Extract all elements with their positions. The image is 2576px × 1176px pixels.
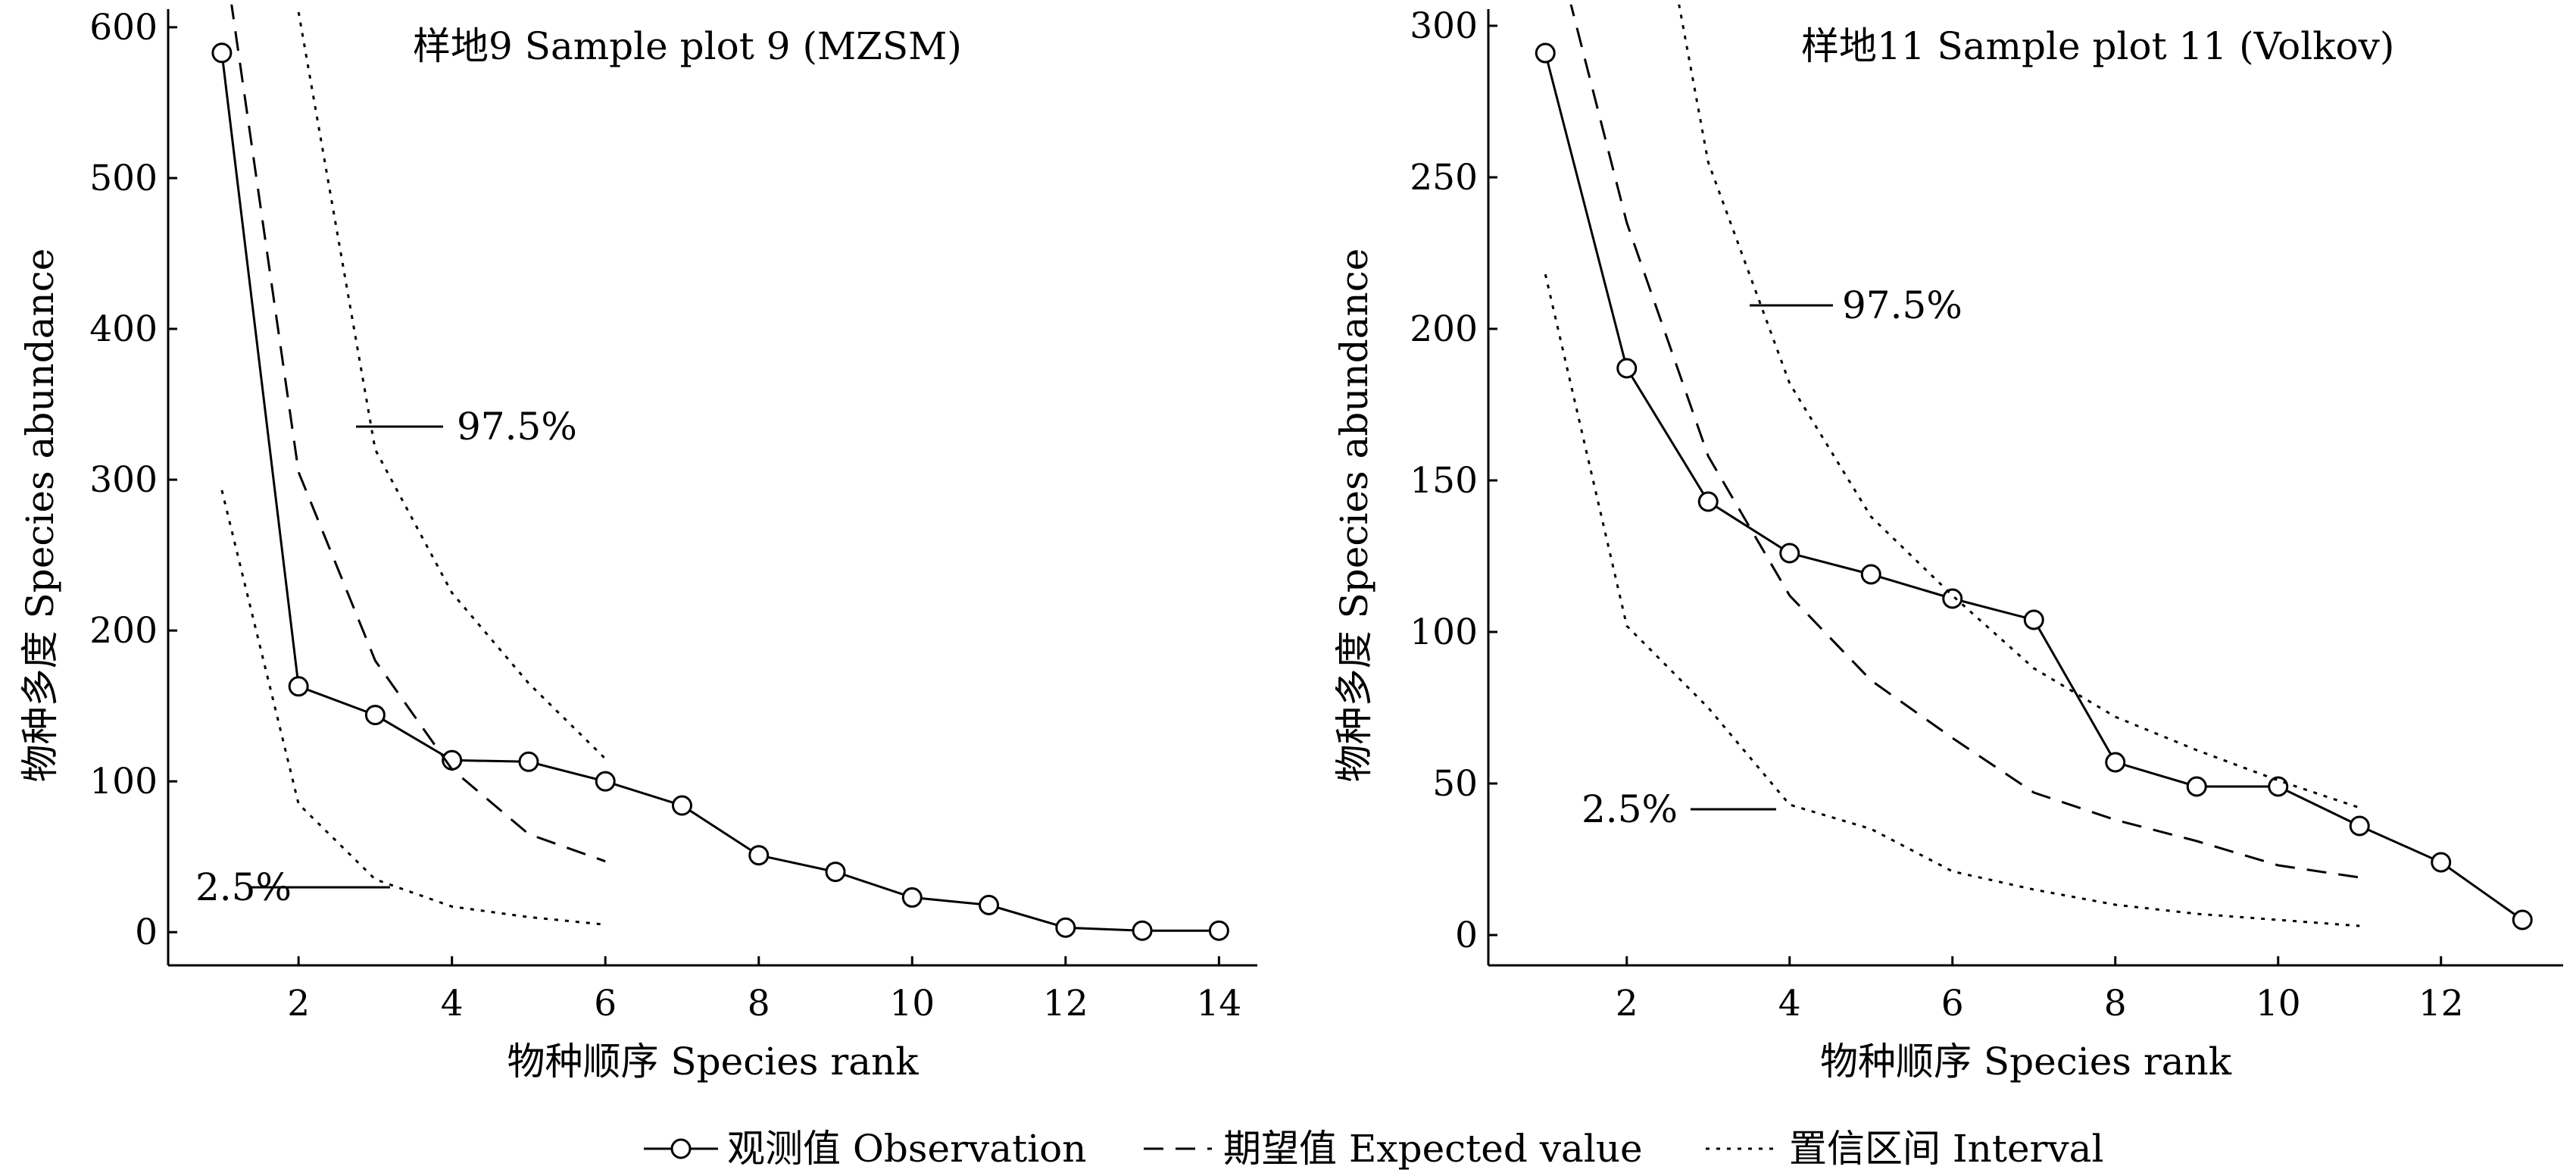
- interval-upper-line: [1678, 5, 2360, 809]
- x-tick-label: 8: [748, 983, 770, 1024]
- observation-point: [2023, 609, 2044, 630]
- observation-point: [1616, 358, 1638, 379]
- observation-point: [748, 845, 770, 866]
- annotation-label: 2.5%: [195, 865, 292, 909]
- y-tick-label: 300: [89, 459, 158, 501]
- x-tick-label: 12: [2418, 983, 2464, 1024]
- x-tick-label: 14: [1196, 983, 1241, 1024]
- panel-sample-plot-11: 0 50 100 150 200 250 300 2 4 6 8 10 12 物种顺序 Species r…: [1332, 5, 2563, 1084]
- x-tick-label: 12: [1043, 983, 1088, 1024]
- observation-point: [671, 795, 692, 816]
- x-tick-label: 2: [287, 983, 310, 1024]
- panel-title: 样地9 Sample plot 9 (MZSM): [413, 24, 962, 68]
- legend-interval-label: 置信区间 Interval: [1789, 1127, 2103, 1171]
- y-tick-label: 100: [1410, 611, 1478, 653]
- expected-line: [1569, 5, 2360, 879]
- x-axis-label: 物种顺序 Species rank: [1820, 1040, 2232, 1084]
- x-tick-label: 4: [441, 983, 464, 1024]
- interval-upper-line: [297, 11, 607, 760]
- x-tick-label: 6: [1941, 983, 1964, 1024]
- expected-line: [230, 5, 606, 863]
- observation-point: [211, 42, 233, 64]
- y-tick-label: 200: [1410, 308, 1478, 350]
- panel-title: 样地11 Sample plot 11 (Volkov): [1801, 24, 2394, 68]
- observation-line: [1544, 52, 2524, 921]
- annotation-label: 97.5%: [457, 405, 577, 449]
- y-tick-label: 250: [1410, 157, 1478, 199]
- observation-point: [2349, 815, 2370, 837]
- observation-point: [2105, 752, 2126, 773]
- x-tick-label: 6: [594, 983, 617, 1024]
- observation-point: [825, 862, 846, 883]
- observation-point: [288, 676, 309, 697]
- y-tick-label: 300: [1410, 5, 1478, 47]
- observation-point: [1055, 917, 1076, 938]
- annotation-label: 97.5%: [1842, 283, 1962, 327]
- observation-point: [979, 894, 1000, 915]
- y-axis-label: 物种多度 Species abundance: [18, 249, 62, 783]
- observation-point: [595, 771, 616, 792]
- observation-point: [1697, 491, 1719, 512]
- y-tick-label: 100: [89, 761, 158, 802]
- y-tick-label: 500: [89, 158, 158, 199]
- interval-lower-line: [1544, 274, 2360, 927]
- observation-point: [1535, 42, 1556, 64]
- y-tick-label: 400: [89, 308, 158, 350]
- y-tick-label: 0: [1455, 915, 1478, 956]
- x-tick-label: 10: [2256, 983, 2301, 1024]
- observation-point: [1942, 588, 1963, 609]
- annotation-label: 2.5%: [1582, 787, 1678, 831]
- legend: 观测值 Observation 期望值 Expected value 置信区间 …: [644, 1127, 2103, 1171]
- interval-lower-line: [220, 489, 606, 926]
- observation-point: [364, 705, 386, 726]
- x-tick-label: 10: [889, 983, 935, 1024]
- legend-observation-marker: [670, 1138, 692, 1159]
- x-axis-label: 物种顺序 Species rank: [507, 1040, 919, 1084]
- observation-point: [1208, 920, 1229, 941]
- y-tick-label: 200: [89, 610, 158, 652]
- y-tick-label: 150: [1410, 460, 1478, 502]
- observation-point: [901, 887, 923, 908]
- x-tick-label: 8: [2104, 983, 2127, 1024]
- observation-point: [2268, 776, 2289, 797]
- y-tick-label: 0: [135, 912, 158, 953]
- panel-sample-plot-9: 0 100 200 300 400 500 600 2 4 6 8 10 12 14 物种顺序 Specie…: [18, 5, 1257, 1084]
- observation-line: [220, 52, 1219, 932]
- observation-point: [1132, 920, 1153, 941]
- observation-point: [2512, 909, 2533, 930]
- legend-expected-label: 期望值 Expected value: [1223, 1127, 1643, 1171]
- y-axis-label: 物种多度 Species abundance: [1332, 249, 1376, 783]
- observation-point: [518, 751, 539, 772]
- y-tick-label: 50: [1432, 763, 1478, 805]
- y-tick-label: 600: [89, 7, 158, 48]
- x-tick-label: 2: [1616, 983, 1638, 1024]
- observation-point: [2186, 776, 2207, 797]
- observation-point: [2431, 852, 2452, 873]
- observation-point: [1779, 543, 1800, 564]
- observation-point: [1860, 564, 1881, 585]
- x-tick-label: 4: [1778, 983, 1801, 1024]
- legend-observation-label: 观测值 Observation: [727, 1127, 1087, 1171]
